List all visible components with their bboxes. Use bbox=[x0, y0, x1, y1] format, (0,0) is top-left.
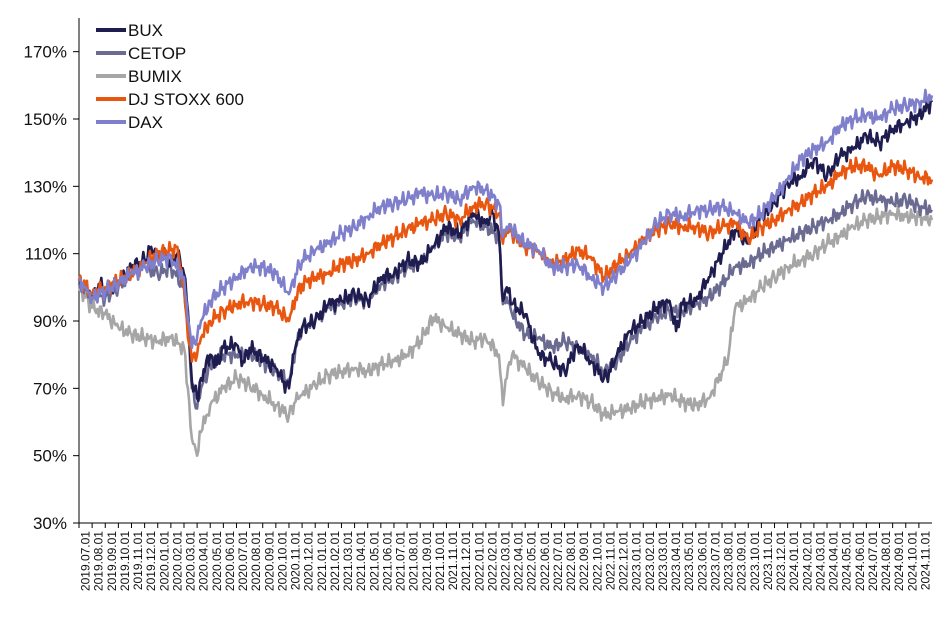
x-tick-label: 2022.11.01 bbox=[603, 531, 617, 590]
x-tick-label: 2020.07.01 bbox=[236, 531, 250, 591]
x-tick-label: 2024.11.01 bbox=[918, 531, 932, 590]
x-tick-label: 2021.01.01 bbox=[315, 531, 329, 591]
x-tick-label: 2020.02.01 bbox=[170, 531, 184, 591]
x-tick-label: 2024.01.01 bbox=[787, 531, 801, 591]
x-tick-label: 2023.07.01 bbox=[708, 531, 722, 591]
x-tick-label: 2023.08.01 bbox=[722, 531, 736, 591]
x-tick-label: 2023.03.01 bbox=[656, 531, 670, 591]
legend-label: CETOP bbox=[128, 44, 186, 63]
y-tick-label: 90% bbox=[33, 312, 67, 331]
x-tick-label: 2022.09.01 bbox=[577, 531, 591, 591]
x-tick-label: 2023.09.01 bbox=[735, 531, 749, 591]
x-tick-label: 2022.01.01 bbox=[472, 531, 486, 591]
x-tick-label: 2022.06.01 bbox=[538, 531, 552, 591]
x-tick-label: 2022.04.01 bbox=[512, 531, 526, 591]
x-tick-label: 2020.10.01 bbox=[275, 531, 289, 591]
x-tick-label: 2023.12.01 bbox=[774, 531, 788, 591]
y-tick-label: 150% bbox=[24, 110, 67, 129]
x-tick-label: 2020.12.01 bbox=[302, 531, 316, 591]
x-tick-label: 2024.09.01 bbox=[892, 531, 906, 591]
series-line-dj-stoxx-600 bbox=[77, 156, 934, 363]
x-tick-label: 2024.02.01 bbox=[800, 531, 814, 591]
legend-label: BUMIX bbox=[128, 67, 182, 86]
series-line-bumix bbox=[77, 205, 934, 457]
x-tick-label: 2023.01.01 bbox=[630, 531, 644, 591]
series-line-cetop bbox=[77, 189, 934, 410]
x-tick-label: 2021.11.01 bbox=[446, 531, 460, 590]
x-tick-label: 2021.02.01 bbox=[328, 531, 342, 591]
x-tick-label: 2019.07.01 bbox=[79, 531, 93, 591]
x-tick-label: 2021.05.01 bbox=[367, 531, 381, 591]
y-tick-label: 30% bbox=[33, 514, 67, 533]
x-tick-label: 2020.01.01 bbox=[157, 531, 171, 591]
x-tick-label: 2023.05.01 bbox=[682, 531, 696, 591]
x-tick-label: 2019.12.01 bbox=[144, 531, 158, 591]
series-layer bbox=[77, 88, 934, 457]
x-tick-label: 2024.04.01 bbox=[827, 531, 841, 591]
x-tick-label: 2023.06.01 bbox=[695, 531, 709, 591]
x-tick-label: 2020.06.01 bbox=[223, 531, 237, 591]
x-tick-label: 2021.04.01 bbox=[354, 531, 368, 591]
legend-label: BUX bbox=[128, 21, 163, 40]
x-tick-label: 2022.05.01 bbox=[525, 531, 539, 591]
x-tick-label: 2020.09.01 bbox=[262, 531, 276, 591]
x-tick-label: 2020.04.01 bbox=[197, 531, 211, 591]
x-tick-label: 2023.11.01 bbox=[761, 531, 775, 590]
x-tick-label: 2024.10.01 bbox=[905, 531, 919, 591]
y-tick-label: 130% bbox=[24, 177, 67, 196]
x-tick-label: 2023.04.01 bbox=[669, 531, 683, 591]
x-tick-label: 2024.06.01 bbox=[853, 531, 867, 591]
legend-label: DJ STOXX 600 bbox=[128, 90, 244, 109]
x-tick-label: 2019.11.01 bbox=[131, 531, 145, 590]
x-tick-label: 2021.12.01 bbox=[459, 531, 473, 591]
x-tick-label: 2019.08.01 bbox=[92, 531, 106, 591]
x-tick-label: 2023.02.01 bbox=[643, 531, 657, 591]
x-tick-label: 2024.05.01 bbox=[840, 531, 854, 591]
x-tick-label: 2022.12.01 bbox=[617, 531, 631, 591]
x-tick-label: 2023.10.01 bbox=[748, 531, 762, 591]
x-tick-label: 2021.10.01 bbox=[433, 531, 447, 591]
x-tick-label: 2024.03.01 bbox=[813, 531, 827, 591]
series-line-dax bbox=[77, 88, 934, 350]
y-axis: 30% 50% 70% 90% 110% 130% 150% 170% bbox=[24, 18, 80, 533]
x-tick-label: 2021.03.01 bbox=[341, 531, 355, 591]
y-tick-label: 70% bbox=[33, 379, 67, 398]
x-tick-label: 2019.09.01 bbox=[105, 531, 119, 591]
x-tick-label: 2020.08.01 bbox=[249, 531, 263, 591]
x-axis: 2019.07.01 2019.08.01 2019.09.01 2019.10.01… bbox=[78, 522, 932, 591]
x-tick-label: 2021.07.01 bbox=[394, 531, 408, 591]
x-tick-label: 2022.03.01 bbox=[499, 531, 513, 591]
series-line-bux bbox=[77, 99, 934, 403]
y-tick-label: 50% bbox=[33, 447, 67, 466]
x-tick-label: 2020.11.01 bbox=[289, 531, 303, 590]
x-tick-label: 2024.07.01 bbox=[866, 531, 880, 591]
x-tick-label: 2024.08.01 bbox=[879, 531, 893, 591]
legend-label: DAX bbox=[128, 113, 163, 132]
y-tick-label: 170% bbox=[24, 43, 67, 62]
x-tick-label: 2021.06.01 bbox=[380, 531, 394, 591]
x-tick-label: 2020.05.01 bbox=[210, 531, 224, 591]
x-tick-label: 2022.08.01 bbox=[564, 531, 578, 591]
x-tick-label: 2022.07.01 bbox=[551, 531, 565, 591]
x-tick-label: 2019.10.01 bbox=[118, 531, 132, 591]
legend: BUX CETOP BUMIX DJ STOXX 600 DAX bbox=[96, 21, 244, 132]
y-tick-label: 110% bbox=[25, 245, 67, 264]
x-tick-label: 2022.10.01 bbox=[590, 531, 604, 591]
x-tick-label: 2022.02.01 bbox=[485, 531, 499, 591]
x-tick-label: 2021.09.01 bbox=[420, 531, 434, 591]
x-tick-label: 2021.08.01 bbox=[407, 531, 421, 591]
x-tick-label: 2020.03.01 bbox=[184, 531, 198, 591]
